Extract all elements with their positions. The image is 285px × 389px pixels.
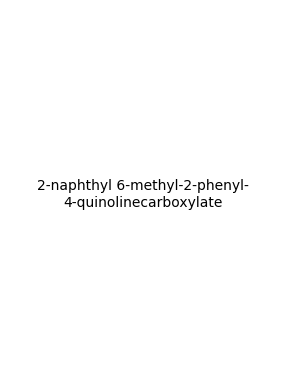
Text: 2-naphthyl 6-methyl-2-phenyl-
4-quinolinecarboxylate: 2-naphthyl 6-methyl-2-phenyl- 4-quinolin… (36, 179, 249, 210)
